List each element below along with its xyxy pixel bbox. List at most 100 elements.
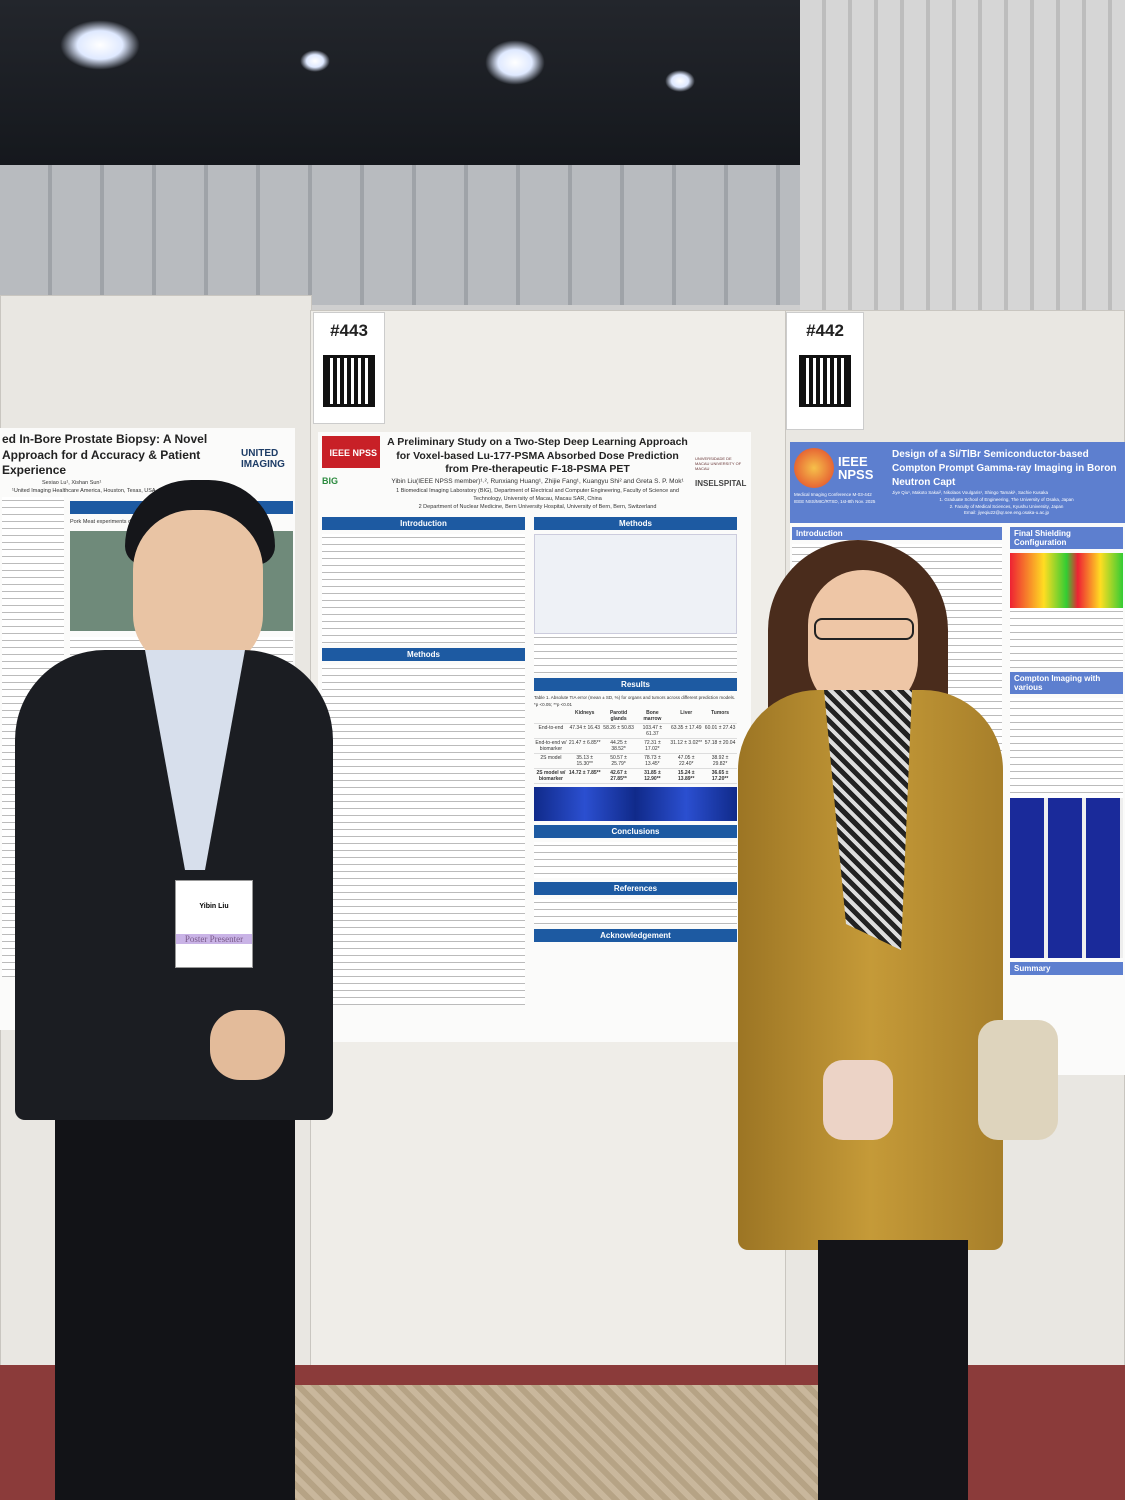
- poster-text-block: [322, 534, 525, 645]
- table-cell: 47.05 ± 22.40*: [669, 753, 704, 769]
- table-header: Kidneys: [567, 708, 602, 724]
- handbag: [978, 1020, 1058, 1140]
- badge-role: Poster Presenter: [176, 934, 252, 944]
- table-cell: 21.47 ± 6.85**: [567, 738, 602, 754]
- poster-affiliation: 2 Department of Nuclear Medicine, Bern U…: [418, 504, 657, 511]
- table-cell: 38.92 ± 29.82*: [703, 753, 737, 769]
- poster-number-tag: #443: [313, 312, 385, 424]
- face: [133, 510, 263, 670]
- table-header: Tumors: [703, 708, 737, 724]
- table-header: Bone marrow: [635, 708, 670, 724]
- table-cell: 2S model: [534, 753, 568, 769]
- poster-authors: Yibin Liu(IEEE NPSS member)¹˒², Runxiang…: [391, 477, 684, 485]
- table-cell: 36.65 ± 17.20**: [703, 768, 737, 784]
- poster-title: ed In-Bore Prostate Biopsy: A Novel Appr…: [2, 432, 208, 478]
- glasses: [814, 618, 914, 640]
- poster-authors: Jiye Qiu¹, Makoto Sakai², Nikolaos Voulg…: [892, 490, 1048, 495]
- conference-logo: [794, 448, 834, 488]
- table-cell: 47.34 ± 16.43: [567, 723, 602, 739]
- poster-affiliation: ¹United Imaging Healthcare America, Hous…: [12, 488, 156, 495]
- center-poster: IEEE NPSS BIG A Preliminary Study on a T…: [318, 432, 751, 1042]
- poster-header: IEEE NPSS BIG A Preliminary Study on a T…: [322, 436, 747, 511]
- conference-name: IEEE NSS/MIC/RTSD, 1st-8th Nov. 2025: [794, 498, 876, 504]
- hands: [210, 1010, 285, 1080]
- back-wall: [0, 165, 820, 305]
- table-cell: 42.67 ± 27.85**: [601, 768, 636, 784]
- table-cell: 14.72 ± 7.85**: [567, 768, 602, 784]
- united-imaging-logo: UNITED IMAGING: [241, 448, 285, 470]
- poster-text-block: [1010, 698, 1123, 798]
- poster-affiliation: 1 Biomedical Imaging Laboratory (BIG), D…: [396, 487, 679, 502]
- badge-name: Yibin Liu: [199, 903, 229, 910]
- poster-text-block: [322, 665, 525, 1006]
- poster-affiliation: 2. Faculty of Medical Sciences, Kyushu U…: [949, 503, 1064, 509]
- section-header: Methods: [534, 517, 737, 531]
- table-cell: 72.31 ± 17.02*: [635, 738, 670, 754]
- qr-code-icon: [323, 355, 375, 407]
- table-cell: End-to-end: [534, 723, 568, 739]
- table-cell: End-to-end w/ biomarker: [534, 738, 568, 754]
- man-presenter: Yibin Liu Poster Presenter: [15, 480, 335, 1500]
- section-header: Compton Imaging with various: [1010, 672, 1123, 694]
- poster-text-block: [534, 898, 737, 925]
- name-badge: Yibin Liu Poster Presenter: [175, 880, 253, 968]
- poster-text-block: [1010, 608, 1123, 668]
- poster-header: ed In-Bore Prostate Biopsy: A Novel Appr…: [2, 432, 293, 495]
- table-cell: 15.24 ± 13.89**: [669, 768, 704, 784]
- poster-title: A Preliminary Study on a Two-Step Deep L…: [387, 436, 688, 476]
- results-table: Kidneys Parotid glands Bone marrow Liver Tum…: [534, 708, 737, 784]
- table-cell: 31.85 ± 12.90**: [635, 768, 670, 784]
- table-caption: Table 1. Absolute TIA error (mean ± SD, …: [534, 695, 736, 708]
- table-cell: 60.01 ± 27.43: [703, 723, 737, 739]
- table-cell: 44.25 ± 38.52*: [601, 738, 636, 754]
- poster-title: Design of a Si/TlBr Semiconductor-based …: [892, 449, 1117, 488]
- ieee-npss-logo: IEEE NPSS: [322, 436, 380, 468]
- table-cell: 2S model w/ biomarker: [534, 768, 568, 784]
- table-cell: 103.47 ± 61.37: [635, 723, 670, 739]
- ieee-npss-logo: IEEE NPSS: [838, 454, 874, 482]
- poster-number: #442: [806, 321, 844, 340]
- poster-number-tag: #442: [786, 312, 864, 430]
- table-row: End-to-end w/ biomarker 21.47 ± 6.85** 44.…: [534, 738, 737, 754]
- shielding-figure: [1010, 553, 1123, 608]
- poster-right-column: Methods Results Table 1. Absolute TIA er…: [534, 513, 737, 1005]
- table-cell: 57.18 ± 20.04: [703, 738, 737, 754]
- poster-header: IEEE NPSS Medical Imaging Conference M-0…: [790, 442, 1125, 523]
- table-row: End-to-end 47.34 ± 16.43 58.26 ± 50.83 103.…: [534, 723, 737, 739]
- section-header: Methods: [322, 648, 525, 662]
- methods-figure: [534, 534, 737, 635]
- table-cell: 63.35 ± 17.49: [669, 723, 704, 739]
- section-header: Conclusions: [534, 824, 737, 838]
- section-header: Introduction: [792, 527, 1002, 540]
- poster-email: Email: jiyeqiu22@qr.see.eng.osaka-u.ac.j…: [963, 510, 1050, 516]
- poster-number: #443: [330, 321, 368, 340]
- table-row: 2S model 35.13 ± 15.30** 50.57 ± 25.79* 78.…: [534, 753, 737, 769]
- section-header: Acknowledgement: [534, 928, 737, 942]
- section-header: Introduction: [322, 517, 525, 531]
- poster-affiliation: 1. Graduate School of Engineering, The U…: [939, 496, 1074, 502]
- table-cell: 78.73 ± 13.45*: [635, 753, 670, 769]
- trousers: [55, 1120, 295, 1500]
- table-cell: 31.12 ± 3.02**: [669, 738, 704, 754]
- table-header: [534, 708, 568, 724]
- table-header: Liver: [669, 708, 704, 724]
- woman: [738, 540, 1098, 1500]
- ceiling-light: [60, 20, 140, 70]
- table-header: Parotid glands: [601, 708, 636, 724]
- trousers: [818, 1240, 968, 1500]
- poster-text: Pork Meat experiments demonstrated: [70, 519, 162, 526]
- section-header: Summary: [1010, 962, 1123, 975]
- poster-authors: Sexiao Lu¹, Xishan Sun¹: [42, 479, 102, 486]
- poster-columns: Introduction Methods Methods Results Tab…: [322, 513, 747, 1006]
- conference-id: Medical Imaging Conference M-03-442: [794, 492, 872, 497]
- tia-maps-figure: [534, 786, 737, 821]
- compton-images-figure: [1010, 798, 1123, 958]
- ceiling-light: [665, 70, 695, 92]
- section-header: Final Shielding Configuration: [1010, 527, 1123, 549]
- ceiling-light: [485, 40, 545, 85]
- table-cell: 58.26 ± 50.83: [601, 723, 636, 739]
- qr-code-icon: [799, 355, 851, 407]
- section-header: Results: [534, 678, 737, 692]
- table-row: 2S model w/ biomarker 14.72 ± 7.85** 42.67…: [534, 768, 737, 784]
- inselspital-logo: INSELSPITAL: [695, 479, 747, 488]
